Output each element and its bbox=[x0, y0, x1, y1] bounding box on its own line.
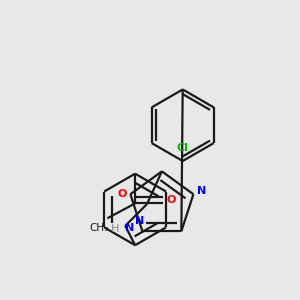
Text: H: H bbox=[111, 224, 119, 234]
Text: Cl: Cl bbox=[177, 143, 189, 153]
Text: N: N bbox=[124, 223, 134, 233]
Text: N: N bbox=[135, 216, 144, 226]
Text: O: O bbox=[166, 195, 176, 206]
Text: O: O bbox=[118, 189, 127, 199]
Text: CH₃: CH₃ bbox=[90, 223, 109, 233]
Text: N: N bbox=[197, 186, 206, 196]
